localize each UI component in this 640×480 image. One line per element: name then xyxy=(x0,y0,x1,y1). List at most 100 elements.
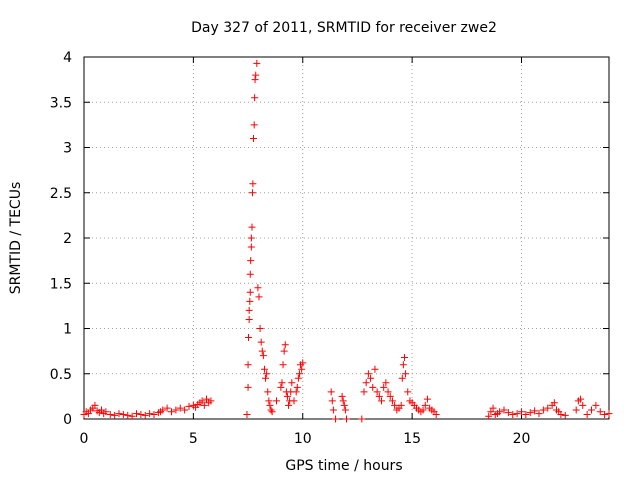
data-points xyxy=(80,59,613,423)
data-point xyxy=(421,401,429,409)
data-point xyxy=(369,383,377,391)
data-point xyxy=(341,406,349,414)
data-point xyxy=(299,359,307,367)
data-point xyxy=(246,288,254,296)
data-point xyxy=(605,410,613,418)
data-point xyxy=(526,409,534,417)
data-point xyxy=(535,410,543,418)
data-point xyxy=(500,406,508,414)
y-tick-label: 3.5 xyxy=(50,95,72,111)
data-point xyxy=(244,361,252,369)
data-point xyxy=(91,401,99,409)
data-point xyxy=(248,189,256,197)
data-point xyxy=(382,379,390,387)
y-tick-label: 4 xyxy=(63,50,72,66)
data-point xyxy=(290,397,298,405)
data-point xyxy=(252,71,260,79)
data-point xyxy=(384,388,392,396)
data-point xyxy=(579,401,587,409)
data-point xyxy=(203,395,210,403)
data-point xyxy=(141,411,149,419)
data-point xyxy=(358,415,366,423)
data-point xyxy=(251,94,259,102)
data-point xyxy=(185,402,193,410)
data-point xyxy=(398,374,406,382)
data-point xyxy=(84,410,92,418)
data-point xyxy=(243,410,251,418)
data-point xyxy=(279,361,287,369)
x-axis-label: GPS time / hours xyxy=(285,458,402,474)
data-point xyxy=(273,397,280,405)
data-point xyxy=(402,370,410,378)
data-point xyxy=(260,365,268,373)
data-point xyxy=(489,404,497,412)
data-point xyxy=(583,410,591,418)
data-point xyxy=(159,406,167,414)
data-point xyxy=(119,410,127,418)
data-point xyxy=(262,374,270,382)
axis-ticks xyxy=(83,56,609,420)
data-point xyxy=(250,134,258,142)
data-point xyxy=(256,325,264,332)
data-point xyxy=(572,406,580,414)
data-point xyxy=(539,406,547,414)
data-point xyxy=(509,410,517,418)
data-point xyxy=(550,399,558,407)
data-point xyxy=(259,352,267,360)
data-point xyxy=(391,401,399,409)
data-point xyxy=(285,401,293,409)
data-point xyxy=(386,392,394,400)
data-point xyxy=(249,180,257,188)
data-point xyxy=(265,397,273,405)
data-point xyxy=(253,59,261,67)
data-point xyxy=(181,406,189,414)
data-point xyxy=(340,401,348,409)
data-point xyxy=(283,392,291,400)
data-point xyxy=(295,370,303,378)
data-point xyxy=(596,408,604,416)
y-tick-label: 0 xyxy=(63,412,72,428)
data-point xyxy=(404,388,412,396)
data-point xyxy=(419,406,427,414)
data-point xyxy=(298,365,306,373)
data-point xyxy=(373,388,381,396)
x-tick-label: 10 xyxy=(294,431,312,447)
data-point xyxy=(150,410,158,418)
data-point xyxy=(339,397,347,405)
data-point xyxy=(198,397,206,405)
data-point xyxy=(106,410,114,418)
x-tick-label: 15 xyxy=(403,431,421,447)
data-point xyxy=(378,397,385,405)
data-point xyxy=(518,408,525,416)
data-point xyxy=(601,410,609,418)
data-point xyxy=(176,404,184,412)
data-point xyxy=(124,411,132,419)
data-point xyxy=(163,404,171,412)
data-point xyxy=(111,411,119,419)
data-point xyxy=(397,401,405,409)
data-point xyxy=(504,409,512,417)
data-point xyxy=(247,243,255,251)
data-point xyxy=(247,257,255,265)
data-point xyxy=(329,406,337,414)
chart-title: Day 327 of 2011, SRMTID for receiver zwe… xyxy=(191,20,497,36)
data-point xyxy=(327,388,335,396)
data-point xyxy=(371,365,379,373)
data-point xyxy=(98,406,105,414)
data-point xyxy=(137,410,145,418)
data-point xyxy=(244,383,252,391)
data-point xyxy=(561,411,569,419)
x-tick-label: 5 xyxy=(189,431,198,447)
data-point xyxy=(245,334,252,342)
data-point xyxy=(388,397,396,405)
data-point xyxy=(245,315,253,323)
data-point xyxy=(268,408,276,416)
data-point xyxy=(102,408,110,416)
data-point xyxy=(328,397,336,405)
data-point xyxy=(544,404,552,412)
tick-labels: 0 5 10 15 20 0 0.5 1 1.5 2 2.5 3 3.5 4 xyxy=(50,50,531,447)
data-point xyxy=(266,401,274,409)
y-tick-label: 1.5 xyxy=(50,276,72,292)
data-point xyxy=(338,392,346,400)
